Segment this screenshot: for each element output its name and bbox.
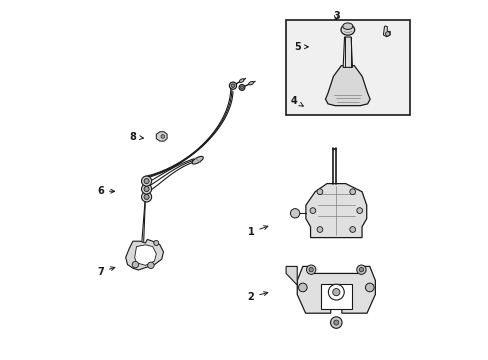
Circle shape [359, 267, 363, 272]
Circle shape [240, 86, 243, 89]
Circle shape [356, 265, 366, 274]
Circle shape [132, 261, 139, 268]
Polygon shape [325, 66, 369, 106]
Circle shape [141, 184, 151, 194]
Text: 6: 6 [97, 186, 114, 196]
Circle shape [349, 189, 355, 195]
Circle shape [309, 208, 315, 213]
Ellipse shape [340, 24, 354, 35]
Circle shape [141, 192, 151, 202]
Circle shape [349, 227, 355, 233]
Circle shape [316, 189, 322, 195]
Circle shape [330, 317, 342, 328]
Ellipse shape [342, 23, 352, 30]
Circle shape [385, 32, 389, 36]
Ellipse shape [239, 79, 244, 82]
Circle shape [144, 186, 149, 192]
Circle shape [333, 320, 338, 325]
Circle shape [356, 208, 362, 213]
Circle shape [141, 176, 151, 186]
Circle shape [332, 289, 339, 296]
Circle shape [306, 265, 315, 274]
Circle shape [316, 227, 322, 233]
Polygon shape [134, 245, 156, 265]
Text: 4: 4 [290, 96, 303, 106]
Ellipse shape [192, 156, 203, 164]
Polygon shape [383, 26, 389, 37]
Circle shape [147, 262, 154, 269]
Bar [285, 20, 409, 115]
Circle shape [144, 194, 149, 199]
Polygon shape [156, 132, 167, 141]
Circle shape [153, 240, 159, 246]
Circle shape [229, 82, 236, 89]
Polygon shape [305, 184, 366, 238]
Polygon shape [285, 266, 297, 285]
Circle shape [144, 179, 149, 184]
Circle shape [239, 85, 244, 90]
Circle shape [365, 283, 373, 292]
Text: 1: 1 [247, 226, 267, 237]
Text: 2: 2 [247, 292, 267, 302]
Text: 7: 7 [97, 267, 115, 277]
Text: 5: 5 [294, 42, 308, 52]
Polygon shape [125, 239, 163, 270]
Ellipse shape [248, 81, 253, 85]
Circle shape [298, 283, 306, 292]
Polygon shape [343, 37, 352, 67]
Text: 8: 8 [129, 132, 143, 142]
Circle shape [231, 84, 234, 87]
Text: 3: 3 [332, 11, 339, 21]
Circle shape [290, 209, 299, 218]
Bar [320, 284, 351, 309]
Circle shape [328, 284, 344, 300]
Circle shape [161, 135, 164, 138]
Circle shape [308, 267, 313, 272]
Polygon shape [297, 266, 375, 313]
